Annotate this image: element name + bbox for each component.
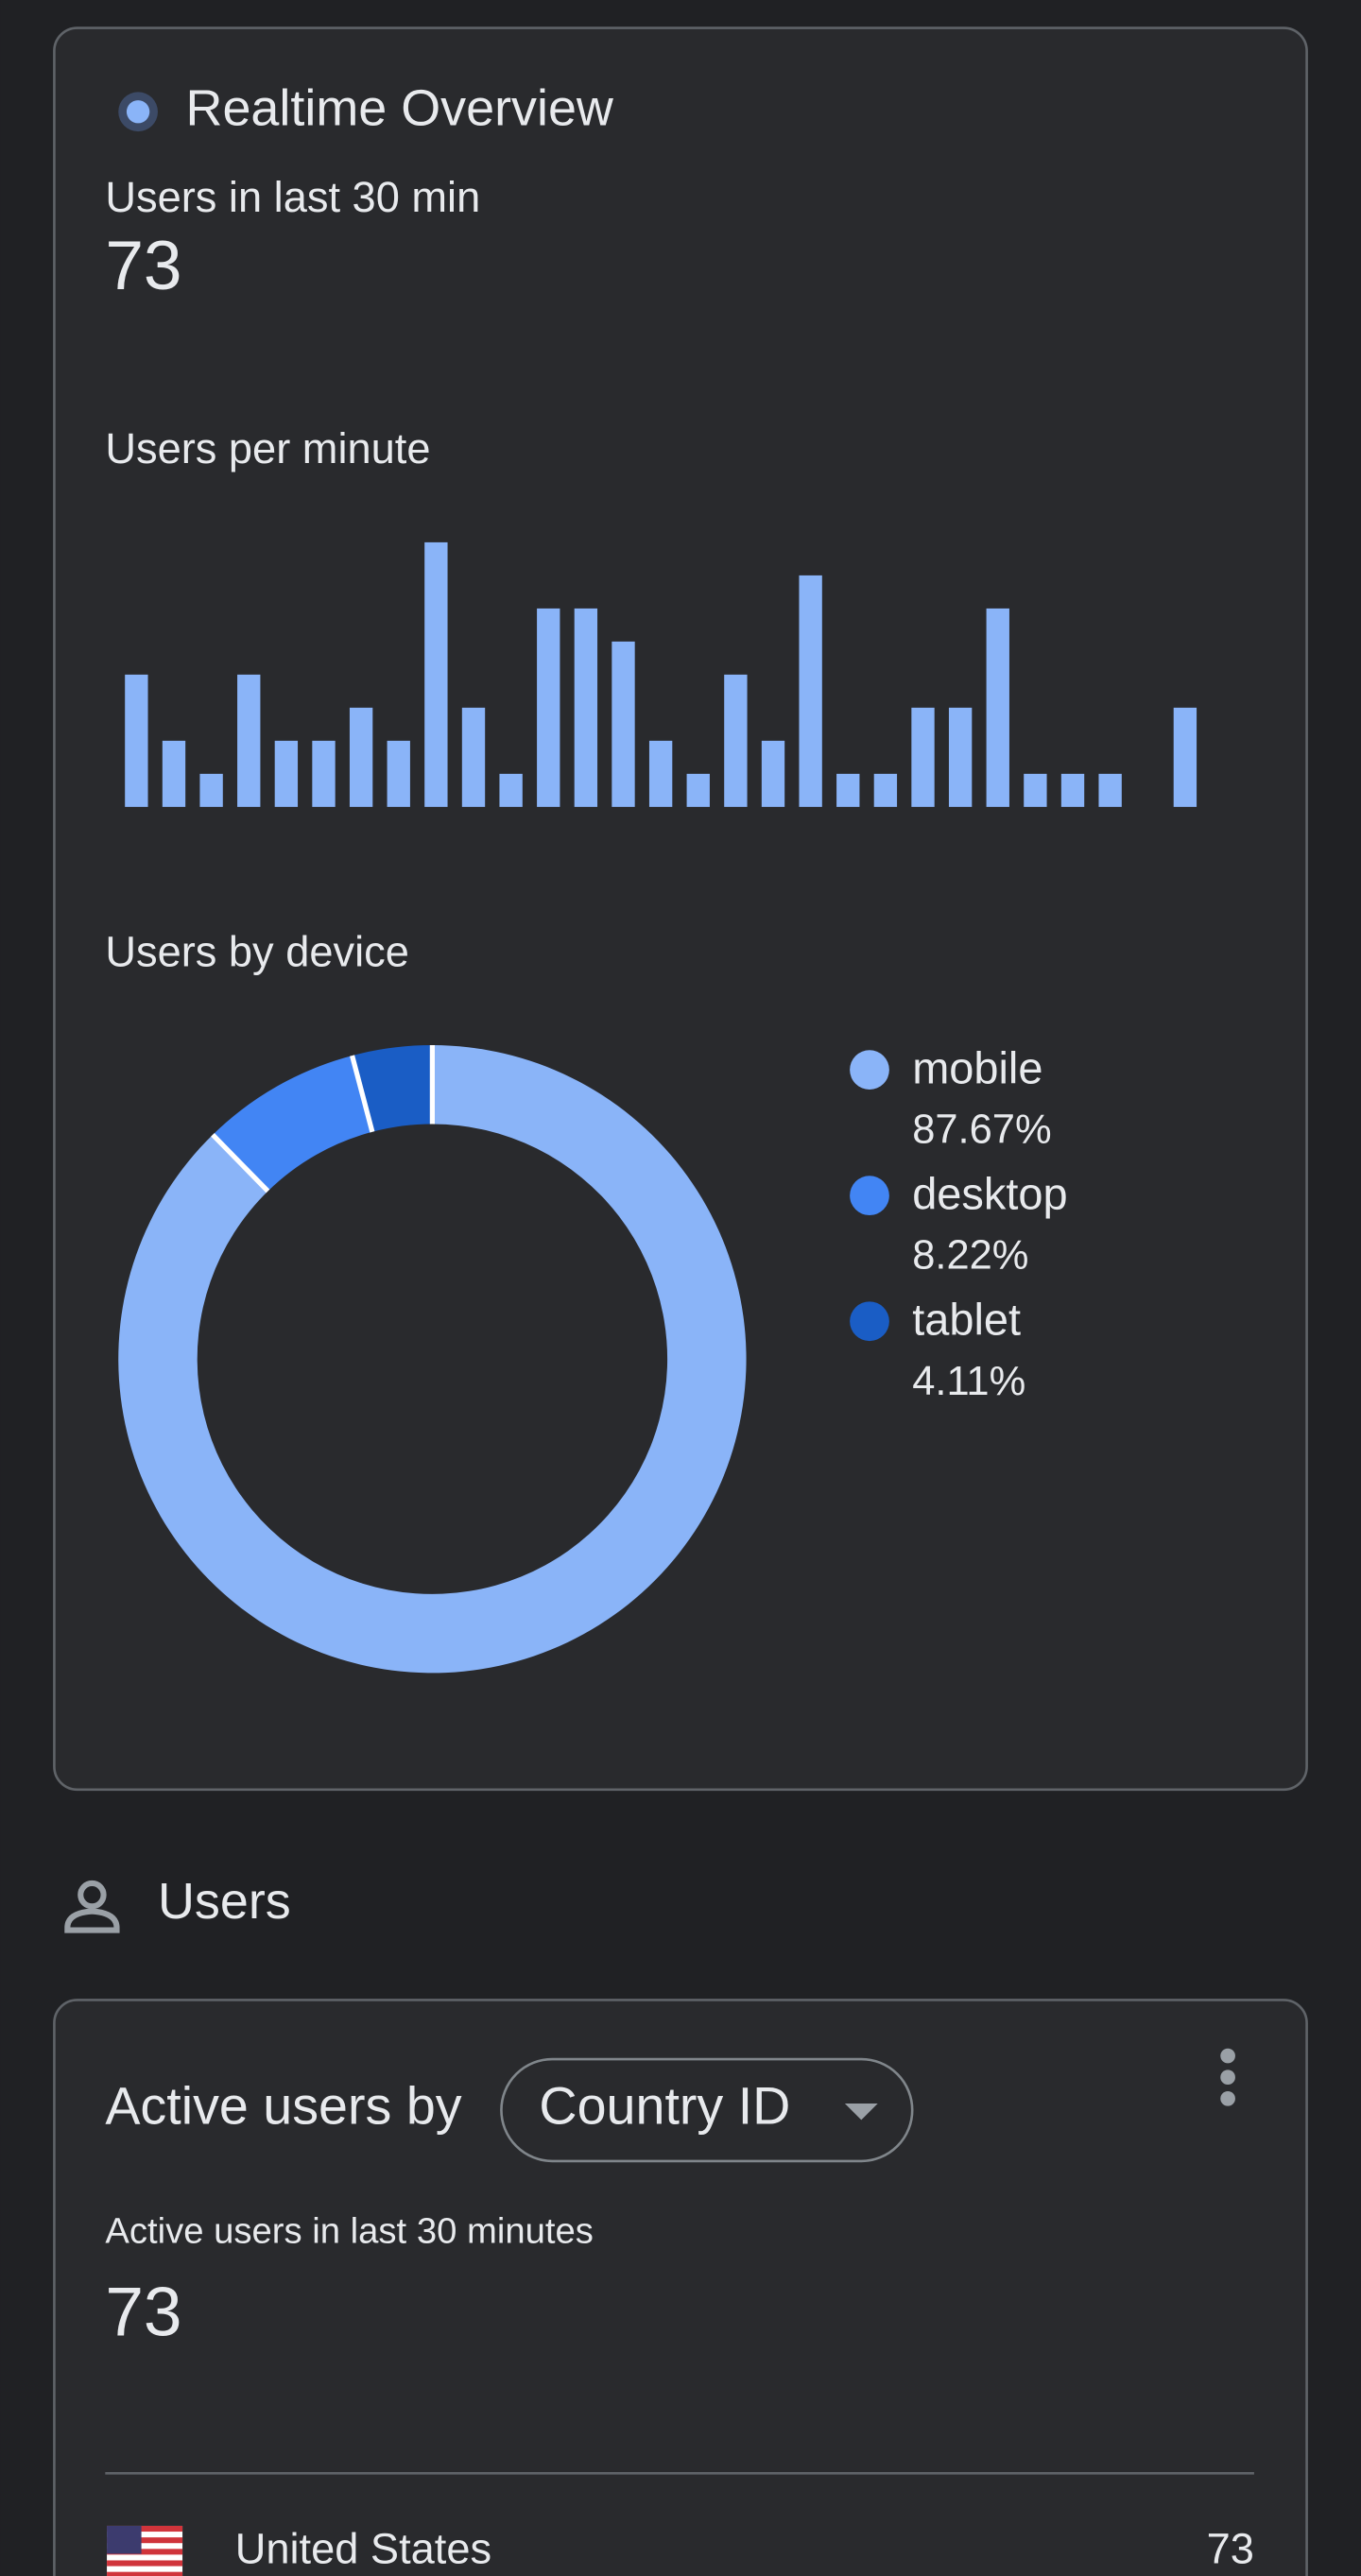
dropdown-arrow xyxy=(844,2104,878,2121)
bar xyxy=(1173,707,1197,807)
bar xyxy=(424,541,448,807)
slice-separator xyxy=(211,1133,270,1194)
bar xyxy=(836,773,860,807)
bar xyxy=(686,773,710,807)
bar xyxy=(387,740,410,807)
bar xyxy=(648,740,673,807)
chart-title: Users by device xyxy=(105,927,409,975)
metric-label: Active users in last 30 minutes xyxy=(105,2211,594,2252)
realtime-card xyxy=(53,26,1308,1792)
legend-value: 87.67% xyxy=(912,1108,1051,1153)
dropdown-label: Country ID xyxy=(539,2077,790,2136)
bar xyxy=(461,707,486,807)
bar-chart xyxy=(125,541,1197,807)
bar xyxy=(574,608,598,807)
bar xyxy=(274,740,299,807)
legend-swatch xyxy=(850,1050,889,1091)
person-icon xyxy=(64,1880,120,1933)
legend-value: 8.22% xyxy=(912,1233,1028,1279)
more-menu[interactable] xyxy=(1220,2048,1235,2106)
slice-separator xyxy=(350,1055,375,1133)
bar xyxy=(873,773,898,807)
bar xyxy=(1024,773,1047,807)
section-heading: Users xyxy=(158,1873,291,1930)
bar xyxy=(125,674,148,807)
us-flag xyxy=(107,2525,183,2576)
legend-swatch xyxy=(850,1301,889,1342)
row-label: United States xyxy=(235,2525,491,2573)
users-card xyxy=(53,1999,1308,2576)
bar xyxy=(799,575,822,807)
card-title: Realtime Overview xyxy=(186,79,614,136)
bar xyxy=(986,608,1009,807)
legend-label: desktop xyxy=(912,1168,1067,1218)
donut-chart xyxy=(118,1045,747,1674)
bar xyxy=(162,740,186,807)
bar xyxy=(1098,773,1122,807)
bar xyxy=(199,773,223,807)
metric-value: 73 xyxy=(105,228,181,304)
chart-title: Users per minute xyxy=(105,424,430,472)
metric-label: Users in last 30 min xyxy=(105,173,480,221)
bar xyxy=(612,641,635,807)
bar xyxy=(237,674,261,807)
donut-slice xyxy=(213,1056,372,1192)
donut-slice xyxy=(352,1045,433,1132)
bar xyxy=(349,707,373,807)
legend-value: 4.11% xyxy=(912,1359,1025,1404)
live-indicator xyxy=(126,100,150,124)
dimension-dropdown[interactable] xyxy=(500,2057,914,2163)
legend: mobile 87.67% desktop 8.22% tablet 4.11% xyxy=(850,1042,1068,1404)
bar xyxy=(499,773,523,807)
bar xyxy=(911,707,935,807)
card-title: Active users by xyxy=(105,2077,461,2136)
bar xyxy=(948,707,973,807)
legend-label: tablet xyxy=(912,1294,1021,1344)
legend-swatch xyxy=(850,1176,889,1216)
bar xyxy=(312,740,336,807)
row-value: 73 xyxy=(1207,2525,1254,2573)
legend-label: mobile xyxy=(912,1042,1042,1092)
bar xyxy=(724,674,748,807)
bar xyxy=(1060,773,1085,807)
bar xyxy=(761,740,785,807)
metric-value: 73 xyxy=(105,2274,181,2350)
bar xyxy=(537,608,560,807)
